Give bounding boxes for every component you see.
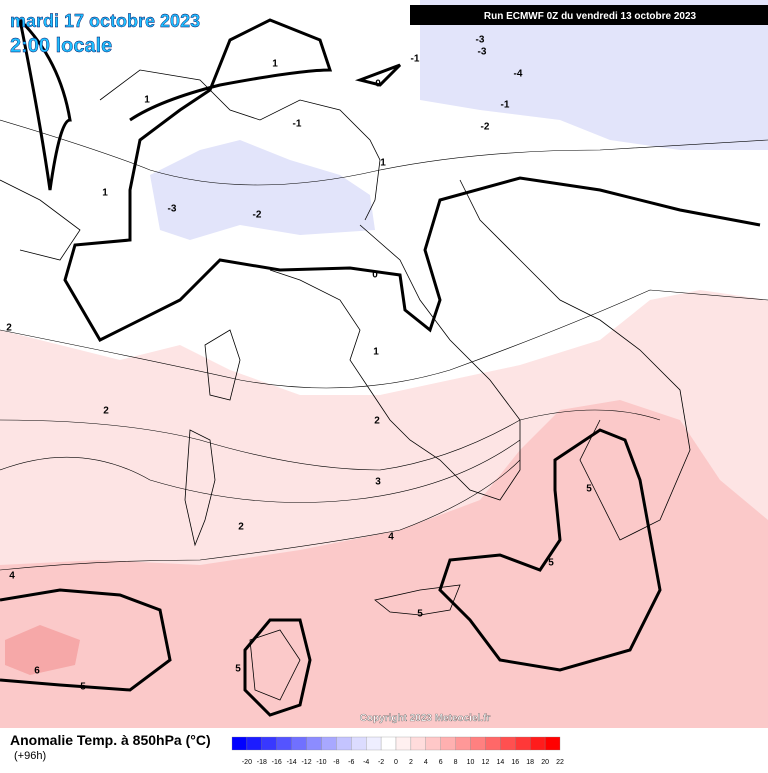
contour-label: 2 bbox=[103, 406, 109, 417]
colorbar-box bbox=[321, 736, 337, 751]
colorbar-tick: -10 bbox=[316, 759, 326, 766]
colorbar-tick: -2 bbox=[378, 759, 384, 766]
colorbar-box bbox=[470, 736, 486, 751]
colorbar-box bbox=[530, 736, 546, 751]
colorbar-tick: -18 bbox=[257, 759, 267, 766]
contour-label: 1 bbox=[144, 95, 150, 106]
colorbar-tick: -4 bbox=[363, 759, 369, 766]
colorbar-tick: 12 bbox=[482, 759, 490, 766]
contour-label: -3 bbox=[168, 204, 177, 215]
warm-core bbox=[5, 625, 80, 675]
colorbar-box bbox=[500, 736, 516, 751]
contour-label: 5 bbox=[586, 484, 592, 495]
lead-time: (+96h) bbox=[14, 750, 46, 762]
colorbar-tick: -20 bbox=[242, 759, 252, 766]
colorbar-tick: -6 bbox=[348, 759, 354, 766]
contour-label: 1 bbox=[380, 158, 386, 169]
colorbar-box bbox=[485, 736, 501, 751]
thin-isolines bbox=[0, 119, 768, 571]
colorbar-box bbox=[276, 736, 292, 751]
contour-label: 5 bbox=[80, 682, 86, 693]
colorbar-box bbox=[246, 736, 262, 751]
contour-label: -1 bbox=[501, 100, 510, 111]
local-time: 2:00 locale bbox=[10, 35, 112, 57]
colorbar-tick: 22 bbox=[556, 759, 564, 766]
colorbar-tick: 14 bbox=[496, 759, 504, 766]
colorbar-box bbox=[440, 736, 456, 751]
colorbar-tick: -12 bbox=[301, 759, 311, 766]
contour-label: 3 bbox=[375, 477, 381, 488]
run-info: Run ECMWF 0Z du vendredi 13 octobre 2023 bbox=[484, 11, 697, 22]
colorbar-tick: -14 bbox=[287, 759, 297, 766]
colorbar-box bbox=[306, 736, 322, 751]
contour-label: 0 bbox=[375, 79, 381, 90]
cold-area bbox=[150, 140, 375, 240]
colorbar: -20 -18 -16 -14 -12 -10 -8 -6 -4 -2 0 2 4 6 8 10 12 14 16 1… bbox=[231, 736, 564, 766]
contour-label: 6 bbox=[34, 666, 40, 677]
colorbar-box bbox=[351, 736, 367, 751]
colorbar-box bbox=[291, 736, 307, 751]
contour-label: 2 bbox=[374, 416, 380, 427]
colorbar-box bbox=[410, 736, 426, 751]
legend-title: Anomalie Temp. à 850hPa (°C) bbox=[10, 732, 211, 748]
colorbar-box bbox=[231, 736, 248, 751]
colorbar-box bbox=[515, 736, 531, 751]
contour-label: 4 bbox=[388, 532, 394, 543]
contour-label: 5 bbox=[548, 558, 554, 569]
contour-label: 0 bbox=[372, 270, 378, 281]
colorbar-box bbox=[380, 736, 397, 751]
contour-label: -1 bbox=[411, 54, 420, 65]
colorbar-tick: 6 bbox=[439, 759, 443, 766]
colorbar-box bbox=[261, 736, 277, 751]
colorbar-tick: 8 bbox=[454, 759, 458, 766]
contour-label: -4 bbox=[514, 69, 523, 80]
colorbar-tick: 18 bbox=[526, 759, 534, 766]
colorbar-tick: 0 bbox=[394, 759, 398, 766]
contour-label: -2 bbox=[481, 122, 490, 133]
contour-label: 4 bbox=[9, 571, 15, 582]
contour-label: 1 bbox=[102, 188, 108, 199]
colorbar-tick: -16 bbox=[272, 759, 282, 766]
coastlines bbox=[0, 69, 691, 701]
contour-label: -3 bbox=[478, 47, 487, 58]
contour-label: 5 bbox=[235, 664, 241, 675]
contour-label: 2 bbox=[238, 522, 244, 533]
colorbar-box bbox=[336, 736, 352, 751]
colorbar-tick: 16 bbox=[511, 759, 519, 766]
thick-isolines bbox=[0, 18, 761, 717]
colorbar-tick: 4 bbox=[424, 759, 428, 766]
colorbar-tick: 2 bbox=[409, 759, 413, 766]
contour-label: 1 bbox=[272, 59, 278, 70]
warm-area bbox=[0, 400, 768, 728]
cold-area bbox=[420, 0, 768, 150]
date: mardi 17 octobre 2023 bbox=[10, 11, 200, 31]
run-banner bbox=[410, 5, 768, 25]
colorbar-box bbox=[544, 736, 561, 751]
copyright: Copyright 2023 Meteociel.fr bbox=[360, 713, 491, 724]
contour-label: -1 bbox=[293, 119, 302, 130]
colorbar-box bbox=[395, 736, 412, 751]
contour-label: -3 bbox=[476, 35, 485, 46]
contour-labels: -3 -4 -3 -2 -1 1 1 1 -1 -3 -2 1 0 0 1 2 2 2 2 3 4 4 5 5 5 6 5 5 -1 bbox=[6, 35, 592, 693]
contour-label: -2 bbox=[253, 210, 262, 221]
contour-label: 2 bbox=[6, 323, 12, 334]
colorbar-box bbox=[455, 736, 471, 751]
colorbar-tick: 10 bbox=[467, 759, 475, 766]
colorbar-tick: -8 bbox=[333, 759, 339, 766]
colorbar-box bbox=[425, 736, 441, 751]
contour-label: 5 bbox=[417, 609, 423, 620]
colorbar-box bbox=[366, 736, 382, 751]
contour-label: 1 bbox=[373, 347, 379, 358]
colorbar-tick: 20 bbox=[541, 759, 549, 766]
